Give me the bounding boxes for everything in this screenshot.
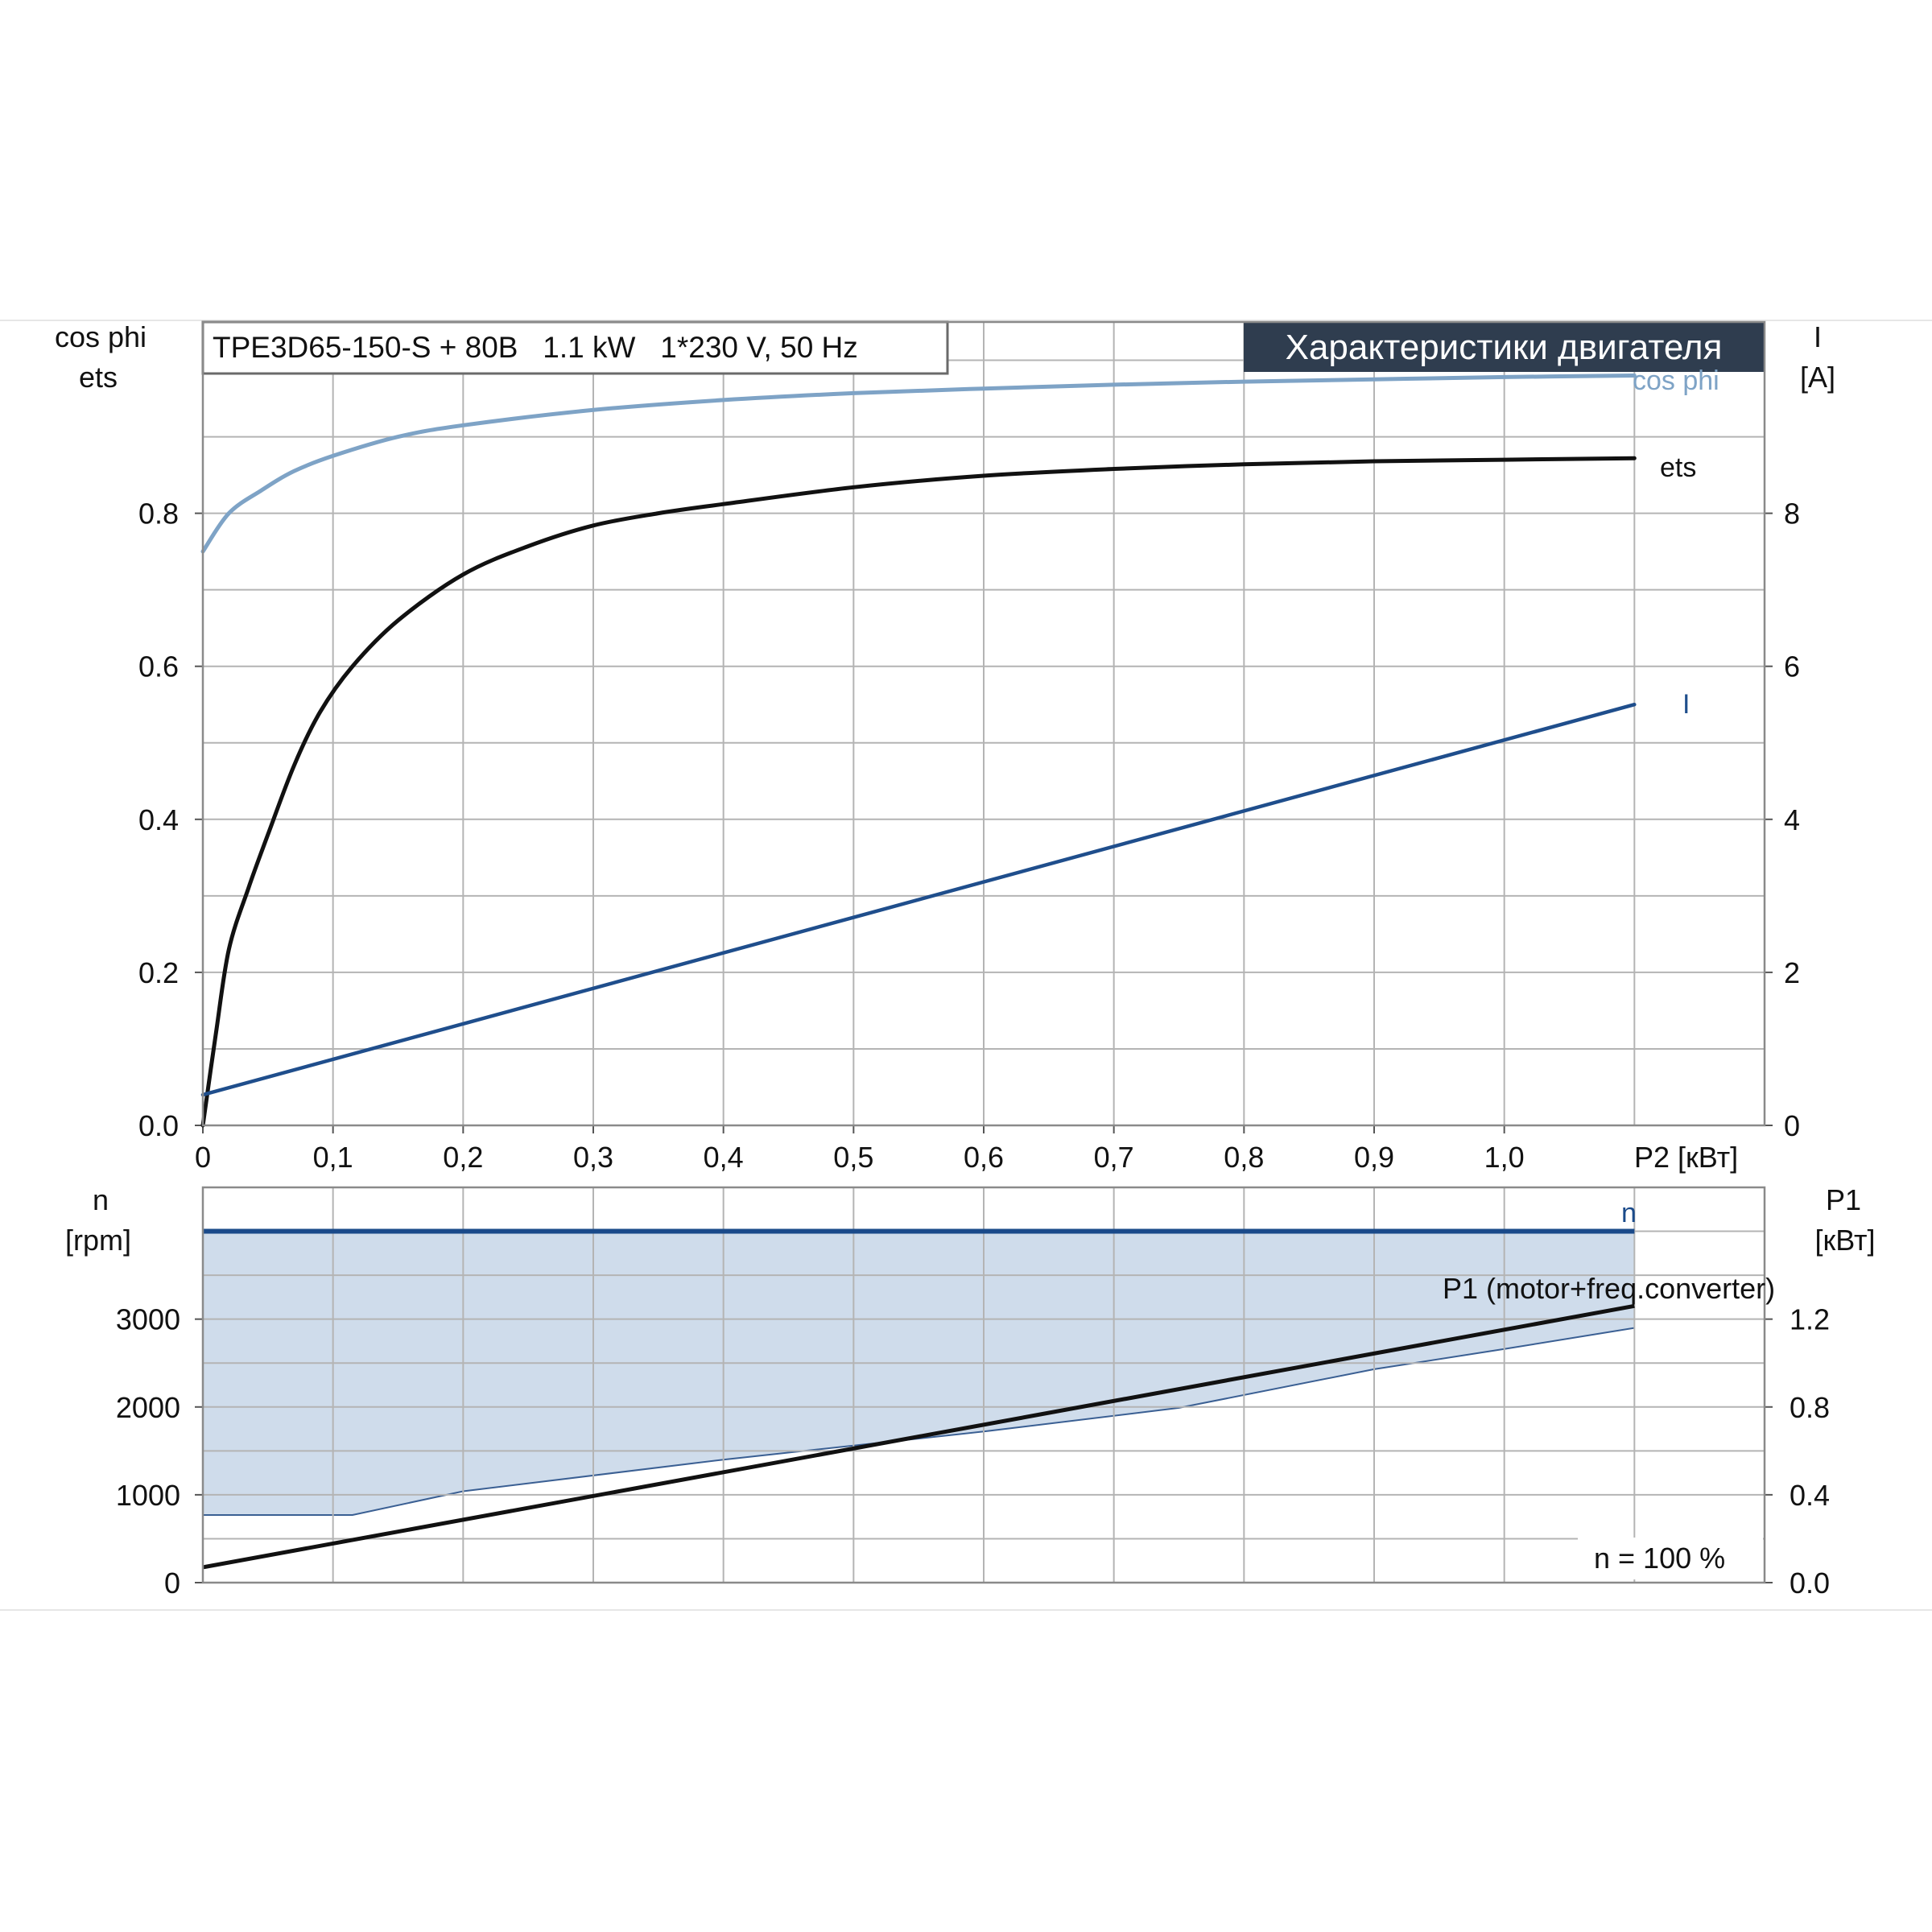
ets-curve xyxy=(200,456,1637,1128)
bottom-right-tick-label: 0.0 xyxy=(1790,1567,1830,1600)
banner-background xyxy=(1244,322,1765,372)
series-label-cosphi: cos phi xyxy=(1633,365,1719,396)
bottom-right-axis-label-unit: [кВт] xyxy=(1814,1224,1875,1257)
x-tick-label: 0,7 xyxy=(1094,1141,1134,1174)
bottom-tick-labels: 0 1000 2000 3000 0.0 0.4 0.8 1.2 xyxy=(116,1303,1830,1600)
top-left-tick-label: 0.2 xyxy=(138,956,179,989)
x-tick-label: 0,8 xyxy=(1224,1141,1264,1174)
bottom-right-tick-label: 0.8 xyxy=(1790,1391,1830,1424)
top-right-tick-label: 0 xyxy=(1784,1109,1800,1142)
p1-line xyxy=(202,1303,1635,1570)
top-right-tick-label: 6 xyxy=(1784,650,1800,683)
top-left-axis-label-ets: ets xyxy=(79,361,118,394)
bottom-right-tick-label: 1.2 xyxy=(1790,1303,1830,1336)
speed-annotation: n = 100 % xyxy=(1594,1542,1725,1575)
series-label-p1: P1 (motor+freq.converter) xyxy=(1443,1272,1775,1305)
model-label: TPE3D65-150-S + 80B 1.1 kW 1*230 V, 50 H… xyxy=(213,331,858,364)
top-right-tick-label: 4 xyxy=(1784,803,1800,836)
x-tick-label: 0,3 xyxy=(573,1141,613,1174)
top-frame xyxy=(201,320,1766,1127)
bottom-left-tick-label: 3000 xyxy=(116,1303,180,1336)
x-axis-label: P2 [кВт] xyxy=(1634,1141,1738,1174)
x-tick-label: 1,0 xyxy=(1484,1141,1525,1174)
top-right-tick-label: 2 xyxy=(1784,956,1800,989)
bottom-right-axis-label-p1: P1 xyxy=(1826,1183,1861,1216)
top-left-tick-label: 0.8 xyxy=(138,497,179,530)
bottom-series xyxy=(202,1228,1635,1570)
bottom-left-axis-label-unit: [rpm] xyxy=(65,1224,131,1257)
x-tick-label: 0 xyxy=(195,1141,211,1174)
bottom-left-tick-label: 0 xyxy=(164,1567,180,1600)
top-right-axis-label-unit: [A] xyxy=(1800,361,1835,394)
x-tick-label: 0,5 xyxy=(833,1141,873,1174)
top-right-axis-label-i: I xyxy=(1814,320,1822,353)
series-label-ets: ets xyxy=(1660,452,1696,483)
speed-annotation-box xyxy=(1578,1538,1763,1579)
x-tick-label: 0,1 xyxy=(313,1141,353,1174)
x-tick-label: 0,4 xyxy=(704,1141,744,1174)
bottom-frame xyxy=(201,1186,1766,1584)
x-tick-label: 0,6 xyxy=(964,1141,1004,1174)
top-left-tick-label: 0.6 xyxy=(138,650,179,683)
top-panel: 0 0,1 0,2 0,3 0,4 0,5 0,6 0,7 0,8 0,9 1,0 0.0 0.2 0.4… xyxy=(55,320,1835,1174)
bottom-left-tick-label: 1000 xyxy=(116,1479,180,1512)
current-line xyxy=(200,702,1637,1097)
top-right-tick-label: 8 xyxy=(1784,497,1800,530)
bottom-panel: 0 1000 2000 3000 0.0 0.4 0.8 1.2 n [rpm] P1 [кВ… xyxy=(65,1183,1876,1600)
bottom-left-tick-label: 2000 xyxy=(116,1391,180,1424)
top-left-tick-label: 0.4 xyxy=(138,803,179,836)
cosphi-curve xyxy=(200,374,1637,554)
top-series xyxy=(200,374,1637,1128)
bottom-left-axis-label-n: n xyxy=(93,1183,109,1216)
series-label-i: I xyxy=(1682,689,1690,720)
top-left-axis-label-cosphi: cos phi xyxy=(55,320,147,353)
top-tick-labels: 0 0,1 0,2 0,3 0,4 0,5 0,6 0,7 0,8 0,9 1,0 0.0 0.2 0.4… xyxy=(138,497,1800,1174)
banner-title: Характеристики двигателя xyxy=(1286,328,1723,367)
series-label-n: n xyxy=(1621,1198,1637,1228)
operating-range-fill xyxy=(203,1231,1635,1515)
top-left-tick-label: 0.0 xyxy=(138,1109,179,1142)
x-tick-label: 0,2 xyxy=(443,1141,483,1174)
bottom-right-tick-label: 0.4 xyxy=(1790,1479,1830,1512)
x-tick-label: 0,9 xyxy=(1354,1141,1394,1174)
